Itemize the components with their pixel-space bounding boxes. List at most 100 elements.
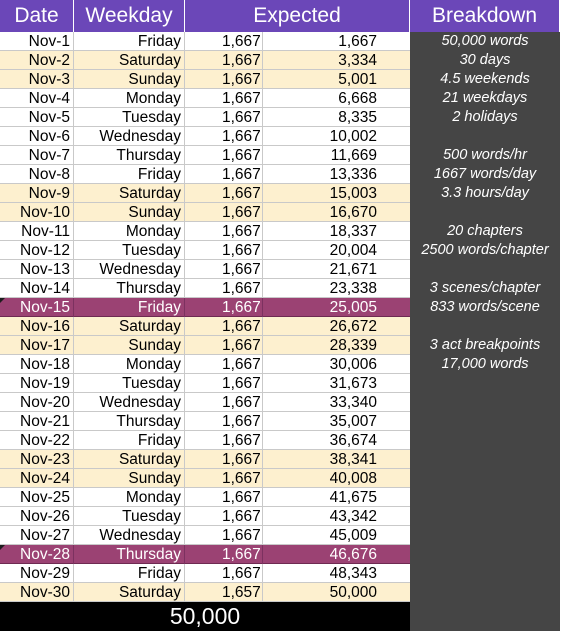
table-row[interactable]: Nov-6 Wednesday 1,667 10,002 [0,127,410,146]
daily-words-cell[interactable]: 1,667 [185,431,263,450]
breakdown-note[interactable] [410,317,560,336]
breakdown-note[interactable]: 833 words/scene [430,299,540,315]
date-cell[interactable]: Nov-13 [0,260,74,279]
cumulative-words-cell[interactable]: 18,337 [329,223,377,240]
date-cell[interactable]: Nov-28 [0,545,74,564]
breakdown-note[interactable]: 4.5 weekends [440,71,530,87]
table-row[interactable]: Nov-28 Thursday 1,667 46,676 [0,545,410,564]
weekday-cell[interactable]: Friday [74,165,185,184]
table-row[interactable]: Nov-4 Monday 1,667 6,668 [0,89,410,108]
table-row[interactable]: Nov-11 Monday 1,667 18,337 [0,222,410,241]
breakdown-note[interactable]: 3 scenes/chapter [429,280,541,296]
table-row[interactable]: Nov-14 Thursday 1,667 23,338 [0,279,410,298]
weekday-cell[interactable]: Friday [74,564,185,583]
table-row[interactable]: Nov-23 Saturday 1,667 38,341 [0,450,410,469]
weekday-cell[interactable]: Thursday [74,412,185,431]
table-row[interactable]: Nov-3 Sunday 1,667 5,001 [0,70,410,89]
date-cell[interactable]: Nov-22 [0,431,74,450]
table-row[interactable]: Nov-30 Saturday 1,657 50,000 [0,583,410,602]
header-weekday[interactable]: Weekday [74,0,185,32]
date-cell[interactable]: Nov-14 [0,279,74,298]
daily-words-cell[interactable]: 1,667 [185,298,263,317]
table-row[interactable]: Nov-27 Wednesday 1,667 45,009 [0,526,410,545]
breakdown-note[interactable]: 3.3 hours/day [441,185,529,201]
cumulative-words-cell[interactable]: 31,673 [329,375,377,392]
table-row[interactable]: Nov-15 Friday 1,667 25,005 [0,298,410,317]
weekday-cell[interactable]: Monday [74,488,185,507]
daily-words-cell[interactable]: 1,667 [185,279,263,298]
date-cell[interactable]: Nov-2 [0,51,74,70]
cumulative-words-cell[interactable]: 40,008 [329,470,377,487]
table-row[interactable]: Nov-24 Sunday 1,667 40,008 [0,469,410,488]
daily-words-cell[interactable]: 1,667 [185,450,263,469]
weekday-cell[interactable]: Friday [74,298,185,317]
cumulative-words-cell[interactable]: 48,343 [329,565,377,582]
daily-words-cell[interactable]: 1,667 [185,393,263,412]
weekday-cell[interactable]: Tuesday [74,108,185,127]
cumulative-words-cell[interactable]: 5,001 [338,71,377,88]
date-cell[interactable]: Nov-19 [0,374,74,393]
cumulative-words-cell[interactable]: 21,671 [329,261,377,278]
table-row[interactable]: Nov-20 Wednesday 1,667 33,340 [0,393,410,412]
table-row[interactable]: Nov-19 Tuesday 1,667 31,673 [0,374,410,393]
daily-words-cell[interactable]: 1,667 [185,488,263,507]
cumulative-words-cell[interactable]: 45,009 [329,527,377,544]
breakdown-note[interactable]: 21 weekdays [442,90,528,106]
date-cell[interactable]: Nov-12 [0,241,74,260]
daily-words-cell[interactable]: 1,667 [185,32,263,51]
date-cell[interactable]: Nov-15 [0,298,74,317]
table-row[interactable]: Nov-5 Tuesday 1,667 8,335 [0,108,410,127]
daily-words-cell[interactable]: 1,667 [185,203,263,222]
table-row[interactable]: Nov-7 Thursday 1,667 11,669 [0,146,410,165]
cumulative-words-cell[interactable]: 16,670 [329,204,377,221]
weekday-cell[interactable]: Tuesday [74,241,185,260]
breakdown-note[interactable]: 1667 words/day [433,166,537,182]
date-cell[interactable]: Nov-23 [0,450,74,469]
weekday-cell[interactable]: Sunday [74,469,185,488]
cumulative-words-cell[interactable]: 50,000 [329,584,377,601]
table-row[interactable]: Nov-10 Sunday 1,667 16,670 [0,203,410,222]
daily-words-cell[interactable]: 1,667 [185,127,263,146]
daily-words-cell[interactable]: 1,667 [185,374,263,393]
weekday-cell[interactable]: Tuesday [74,507,185,526]
daily-words-cell[interactable]: 1,657 [185,583,263,602]
daily-words-cell[interactable]: 1,667 [185,108,263,127]
cumulative-words-cell[interactable]: 1,667 [338,33,377,50]
cumulative-words-cell[interactable]: 11,669 [330,147,377,164]
weekday-cell[interactable]: Wednesday [74,393,185,412]
date-cell[interactable]: Nov-24 [0,469,74,488]
date-cell[interactable]: Nov-9 [0,184,74,203]
date-cell[interactable]: Nov-5 [0,108,74,127]
weekday-cell[interactable]: Sunday [74,336,185,355]
total-cell[interactable]: 50,000 [0,602,410,631]
cumulative-words-cell[interactable]: 23,338 [329,280,377,297]
table-row[interactable]: Nov-13 Wednesday 1,667 21,671 [0,260,410,279]
breakdown-note[interactable]: 30 days [459,52,511,68]
date-cell[interactable]: Nov-17 [0,336,74,355]
daily-words-cell[interactable]: 1,667 [185,184,263,203]
header-expected[interactable]: Expected [185,0,410,32]
breakdown-note[interactable] [410,260,560,279]
table-row[interactable]: Nov-29 Friday 1,667 48,343 [0,564,410,583]
weekday-cell[interactable]: Wednesday [74,260,185,279]
weekday-cell[interactable]: Monday [74,89,185,108]
header-date[interactable]: Date [0,0,74,32]
breakdown-note[interactable]: 500 words/hr [443,147,527,163]
date-cell[interactable]: Nov-26 [0,507,74,526]
weekday-cell[interactable]: Saturday [74,583,185,602]
daily-words-cell[interactable]: 1,667 [185,222,263,241]
date-cell[interactable]: Nov-29 [0,564,74,583]
date-cell[interactable]: Nov-25 [0,488,74,507]
daily-words-cell[interactable]: 1,667 [185,545,263,564]
weekday-cell[interactable]: Monday [74,355,185,374]
cumulative-words-cell[interactable]: 43,342 [329,508,377,525]
date-cell[interactable]: Nov-27 [0,526,74,545]
daily-words-cell[interactable]: 1,667 [185,564,263,583]
date-cell[interactable]: Nov-20 [0,393,74,412]
breakdown-note[interactable]: 17,000 words [441,356,529,372]
date-cell[interactable]: Nov-11 [0,222,74,241]
weekday-cell[interactable]: Monday [74,222,185,241]
breakdown-note[interactable]: 20 chapters [447,223,523,239]
cumulative-words-cell[interactable]: 33,340 [329,394,377,411]
weekday-cell[interactable]: Saturday [74,317,185,336]
